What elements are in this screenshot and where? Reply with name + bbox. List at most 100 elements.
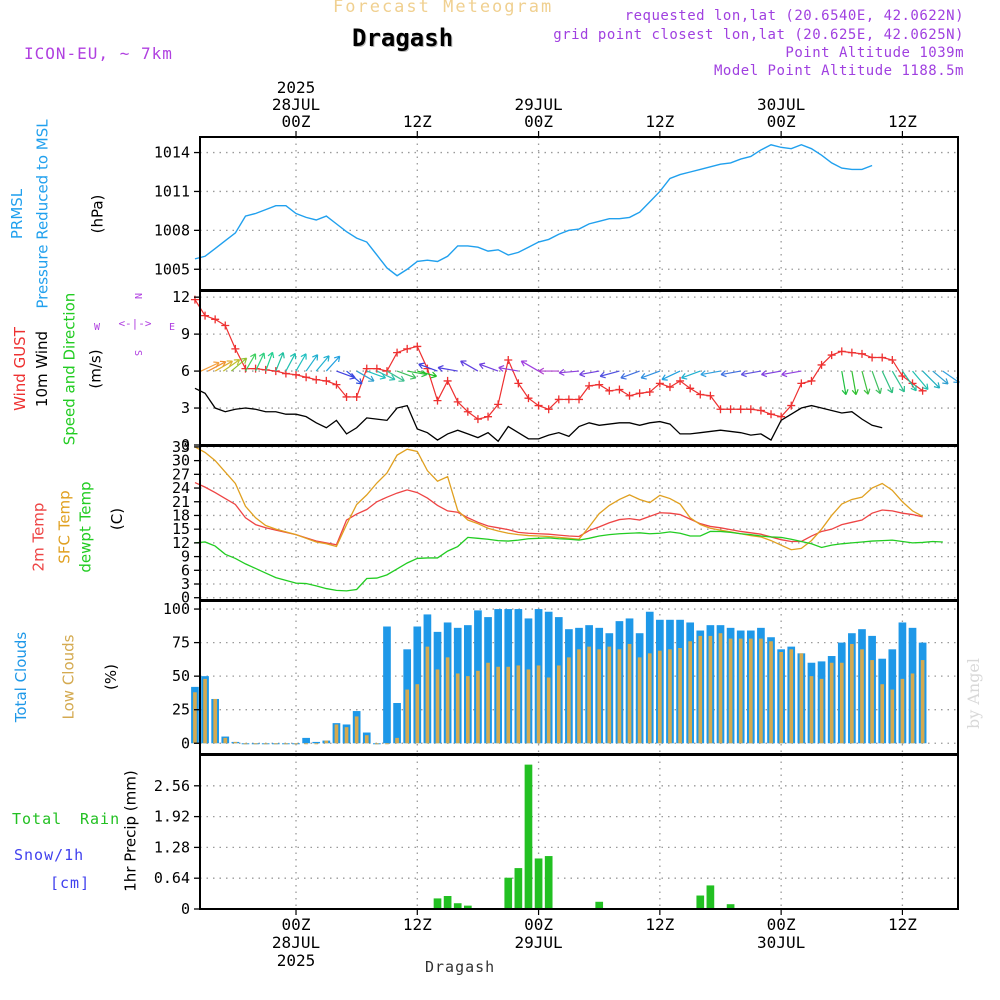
y-tick-label: 24: [172, 479, 190, 497]
wind-direction-arrow: [376, 370, 396, 381]
gust-point: [655, 379, 664, 388]
low-clouds-bar: [253, 743, 258, 745]
low-clouds-bar: [425, 646, 430, 744]
y-tick-label: 12: [172, 288, 190, 306]
y-tick-label: 75: [172, 634, 190, 652]
top-time-label: 30JUL: [757, 95, 805, 114]
top-time-label: 29JUL: [514, 95, 562, 114]
low-clouds-bar: [880, 684, 885, 744]
low-clouds-bar: [536, 665, 541, 744]
gust-point: [453, 397, 462, 406]
requested-coordinates: requested lon,lat (20.6540E, 42.0622N): [624, 8, 964, 24]
gust-point: [716, 405, 725, 414]
y-tick-label: 15: [172, 520, 190, 538]
y-tick-label: 0: [181, 436, 190, 454]
gust-point: [605, 386, 614, 395]
low-clouds-bar: [860, 649, 864, 744]
gust-point: [767, 410, 776, 419]
y-tick-label: 3: [181, 575, 190, 593]
gust-point: [777, 412, 786, 421]
bottom-time-label: 29JUL: [514, 933, 562, 952]
gust-point: [645, 388, 654, 397]
low-clouds-bar: [577, 649, 581, 744]
gust-point: [797, 379, 806, 388]
y-tick-label: 1005: [154, 260, 190, 278]
wind-direction-arrow: [305, 354, 319, 372]
low-clouds-bar: [395, 737, 399, 744]
pressure-line: [194, 144, 873, 277]
gust-point: [382, 367, 391, 376]
gust-point: [585, 381, 594, 390]
precip-bar: [453, 903, 462, 909]
y-tick-label: 9: [181, 548, 190, 566]
wind-direction-arrow: [255, 352, 266, 372]
wind-direction-arrow: [681, 370, 701, 380]
y-tick-label: 6: [181, 362, 190, 380]
low-clouds-bar: [658, 650, 662, 744]
low-clouds-bar: [405, 689, 410, 744]
wind-direction-arrow: [275, 352, 285, 372]
gust-point: [857, 349, 866, 358]
low-clouds-bar: [688, 641, 692, 744]
wind-direction-arrow: [781, 370, 802, 378]
gust-point: [736, 405, 745, 414]
gust-point: [595, 380, 604, 389]
y-tick-label: 1.28: [154, 838, 190, 856]
panel-frame: [199, 754, 959, 910]
y-tick-label: 3: [181, 399, 190, 417]
location-title: Dragash: [352, 24, 454, 52]
low-clouds-bar: [607, 646, 612, 744]
gust-point: [463, 407, 472, 416]
wind-direction-arrow: [386, 370, 405, 382]
y-tick-label: 12: [172, 534, 190, 552]
low-clouds-bar: [476, 670, 480, 744]
low-clouds-bar: [334, 724, 339, 744]
gust-point: [231, 344, 240, 353]
low-clouds-bar: [587, 646, 591, 744]
wind-direction-arrow: [640, 370, 661, 380]
low-clouds-bar: [375, 743, 379, 745]
wind-direction-arrow: [230, 357, 248, 372]
y-tick-label: 0: [181, 900, 190, 918]
wind-direction-arrow: [558, 368, 580, 376]
wind-direction-arrow: [346, 370, 363, 385]
wind-direction-arrow: [661, 370, 681, 381]
bottom-time-label: 00Z: [767, 915, 796, 934]
wind-direction-arrow: [700, 370, 721, 378]
gust-point: [575, 395, 583, 404]
gust-point: [211, 315, 220, 324]
low-clouds-bar: [556, 665, 561, 744]
total-clouds-bar: [393, 703, 401, 744]
gust-point: [413, 342, 422, 351]
low-clouds-bar: [718, 633, 723, 744]
y-tick-label: 6: [181, 561, 190, 579]
compass-e-label: E: [169, 322, 175, 333]
low-clouds-bar: [769, 641, 773, 744]
gust-point: [342, 392, 351, 401]
bottom-time-label: 28JUL: [272, 933, 320, 952]
wind-direction-arrow: [265, 351, 275, 372]
wind-direction-arrow: [418, 362, 438, 372]
wind-direction-arrow: [579, 370, 600, 378]
precip-bar: [443, 896, 452, 909]
low-clouds-bar: [637, 657, 642, 744]
low-clouds-bar: [708, 635, 713, 744]
wind-direction-arrow: [222, 359, 241, 372]
t2m-line: [194, 481, 923, 546]
panel-frame: [199, 136, 959, 291]
wind-direction-arrow: [871, 370, 883, 395]
wind-direction-arrow: [315, 355, 330, 372]
model-name: ICON-EU, ~ 7km: [24, 44, 173, 63]
top-time-label: 12Z: [645, 112, 674, 131]
low-clouds-bar: [354, 716, 359, 744]
gust-point: [746, 405, 755, 414]
wind-direction-arrow: [285, 352, 297, 372]
low-clouds-bar: [263, 743, 268, 745]
low-clouds-bar: [324, 740, 329, 744]
low-clouds-bar: [223, 737, 228, 744]
low-clouds-bar: [779, 652, 783, 744]
gust-point: [827, 351, 836, 360]
gust-point: [403, 344, 412, 353]
low-clouds-bar: [344, 727, 349, 744]
low-clouds-bar: [738, 638, 743, 744]
